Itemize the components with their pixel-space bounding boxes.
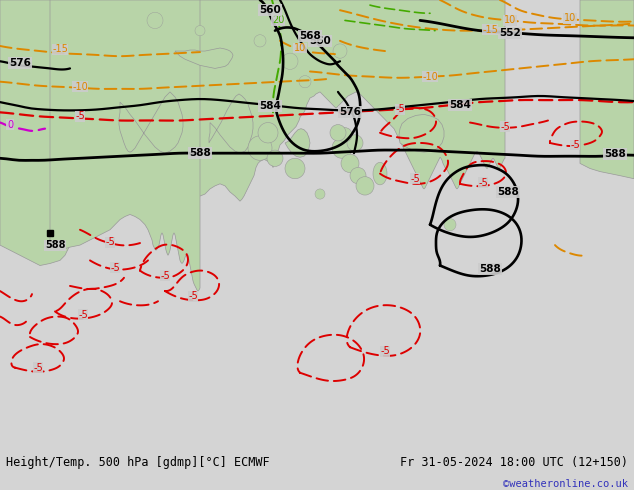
Circle shape [330,124,346,141]
Text: 10: 10 [564,13,576,24]
Text: 560: 560 [259,5,281,15]
Text: -10: -10 [72,82,88,92]
Text: -5: -5 [380,346,390,356]
Text: 576: 576 [339,107,361,117]
Circle shape [282,53,298,70]
Circle shape [350,168,366,184]
Polygon shape [119,92,183,153]
Text: Fr 31-05-2024 18:00 UTC (12+150): Fr 31-05-2024 18:00 UTC (12+150) [399,456,628,469]
Circle shape [356,177,374,195]
Circle shape [341,154,359,172]
Circle shape [147,12,163,28]
Text: -5: -5 [395,104,405,114]
Text: -5: -5 [570,140,580,150]
Text: 584: 584 [449,100,471,110]
Text: -15: -15 [52,44,68,54]
Circle shape [248,136,272,160]
Text: -5: -5 [75,111,85,122]
Polygon shape [50,0,200,291]
Circle shape [315,189,325,199]
Polygon shape [285,129,310,157]
Text: -5: -5 [78,310,88,319]
Text: -5: -5 [188,291,198,301]
Text: 552: 552 [499,27,521,38]
Circle shape [285,158,305,179]
Text: 588: 588 [604,149,626,159]
Text: -5: -5 [105,237,115,247]
Polygon shape [399,114,444,152]
Text: 10: 10 [504,15,516,25]
Circle shape [444,219,456,231]
Text: -5: -5 [478,178,488,188]
Circle shape [254,35,266,47]
Text: 0: 0 [7,120,13,129]
Circle shape [338,128,352,142]
Text: 588: 588 [45,240,65,250]
Circle shape [195,25,205,36]
Text: 584: 584 [259,101,281,111]
Circle shape [258,122,278,143]
Polygon shape [175,48,233,69]
Circle shape [299,75,311,88]
Polygon shape [0,0,505,266]
Text: -5: -5 [410,174,420,184]
Text: -5: -5 [110,263,120,272]
Text: -5: -5 [160,271,170,281]
Text: -5: -5 [33,363,43,372]
Circle shape [347,135,363,151]
Text: 588: 588 [189,148,211,158]
Circle shape [332,138,352,158]
Text: 588: 588 [497,187,519,197]
Ellipse shape [373,162,387,185]
Text: 576: 576 [9,58,31,68]
Circle shape [333,44,347,58]
Text: 20: 20 [272,15,284,25]
Polygon shape [209,94,253,153]
Polygon shape [580,0,634,179]
Text: -10: -10 [422,72,438,82]
Text: -5: -5 [500,122,510,132]
Text: -15: -15 [482,24,498,35]
Text: 560: 560 [309,36,331,46]
Text: 588: 588 [479,264,501,273]
Text: ©weatheronline.co.uk: ©weatheronline.co.uk [503,479,628,489]
Circle shape [267,150,283,167]
Text: 10: 10 [294,43,306,53]
Text: Height/Temp. 500 hPa [gdmp][°C] ECMWF: Height/Temp. 500 hPa [gdmp][°C] ECMWF [6,456,270,469]
Text: 568: 568 [299,31,321,41]
